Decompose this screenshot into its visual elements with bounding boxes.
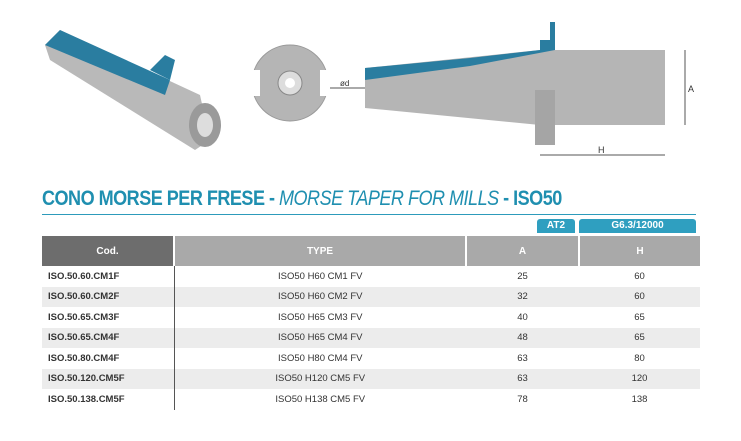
cell-type: ISO50 H65 CM3 FV (278, 311, 363, 323)
badge-at2: AT2 (537, 219, 575, 233)
cell-a: 40 (517, 311, 528, 323)
header-cod: Cod. (42, 236, 175, 266)
cell-cod: ISO.50.120.CM5F (42, 368, 175, 389)
title-iso: - ISO50 (498, 187, 562, 210)
cell-type: ISO50 H60 CM2 FV (174, 286, 466, 307)
cell-h: 80 (634, 352, 645, 364)
cell-type: ISO50 H80 CM4 FV (278, 352, 363, 364)
page-title: CONO MORSE PER FRESE - MORSE TAPER FOR M… (42, 187, 562, 211)
flange-front-view (250, 44, 330, 122)
cell-a: 25 (517, 270, 528, 282)
header-type: TYPE (174, 236, 467, 266)
cell-cod: ISO.50.65.CM4F (42, 327, 175, 348)
cell-a: 48 (466, 327, 579, 348)
cell-h: 65 (634, 311, 645, 323)
cell-type: ISO50 H65 CM4 FV (174, 327, 466, 348)
cell-type: ISO50 H60 CM1 FV (278, 270, 363, 282)
table-row: ISO.50.80.CM4F ISO50 H80 CM4 FV 63 80 (42, 348, 700, 369)
cell-cod: ISO.50.60.CM1F (42, 266, 175, 287)
cell-cod: ISO.50.60.CM2F (42, 286, 175, 307)
cell-h: 138 (631, 393, 648, 405)
table-row: ISO.50.65.CM4F ISO50 H65 CM4 FV 48 65 (42, 327, 700, 348)
product-drawings: ød A H (45, 22, 694, 156)
cell-h: 65 (579, 327, 700, 348)
cell-h: 60 (579, 286, 700, 307)
table-row: ISO.50.138.CM5F ISO50 H138 CM5 FV 78 138 (42, 389, 700, 410)
table-row: ISO.50.120.CM5F ISO50 H120 CM5 FV 63 120 (42, 368, 700, 389)
cell-a: 63 (517, 352, 528, 364)
header-h: H (579, 236, 700, 266)
title-en: MORSE TAPER FOR MILLS (278, 187, 499, 210)
cell-h: 120 (579, 368, 700, 389)
table-row: ISO.50.60.CM2F ISO50 H60 CM2 FV 32 60 (42, 286, 700, 307)
label-ad: ød (340, 79, 349, 88)
cell-a: 63 (466, 368, 579, 389)
cell-type: ISO50 H120 CM5 FV (174, 368, 466, 389)
side-section-view (330, 22, 686, 156)
table-row: ISO.50.65.CM3F ISO50 H65 CM3 FV 40 65 (42, 307, 700, 328)
badge-balancing: G6.3/12000 (579, 219, 696, 233)
title-it: CONO MORSE PER FRESE - (42, 187, 279, 210)
cell-h: 60 (634, 270, 645, 282)
cell-cod: ISO.50.138.CM5F (42, 389, 175, 410)
cell-a: 78 (517, 393, 528, 405)
title-divider (42, 214, 696, 215)
header-a: A (466, 236, 580, 266)
cell-a: 32 (466, 286, 579, 307)
cutaway-3d-view (45, 30, 221, 150)
cell-type: ISO50 H138 CM5 FV (275, 393, 366, 405)
cell-cod: ISO.50.80.CM4F (42, 348, 175, 369)
table-header: Cod. TYPE A H (42, 236, 700, 266)
cell-cod: ISO.50.65.CM3F (42, 307, 175, 328)
product-table: Cod. TYPE A H ISO.50.60.CM1F ISO50 H60 CM… (42, 236, 700, 410)
label-h: H (598, 145, 605, 155)
table-row: ISO.50.60.CM1F ISO50 H60 CM1 FV 25 60 (42, 266, 700, 287)
label-a: A (688, 84, 694, 94)
